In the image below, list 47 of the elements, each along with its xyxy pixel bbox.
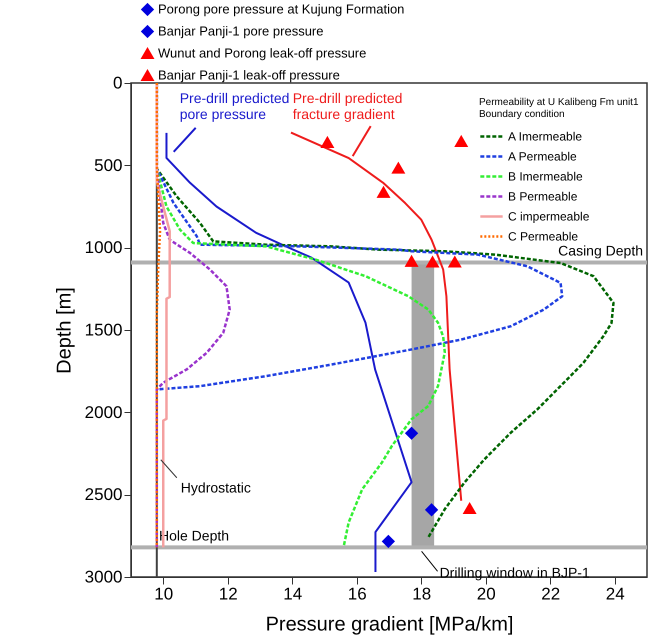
x-axis-title: Pressure gradient [MPa/km]: [266, 614, 514, 636]
y-axis-title: Depth [m]: [54, 287, 76, 374]
line-series: [156, 82, 162, 549]
legend-label: A Permeable: [508, 150, 578, 164]
point: [382, 535, 395, 548]
point: [321, 136, 334, 148]
point: [463, 502, 476, 514]
x-tick-label: 14: [283, 584, 302, 604]
y-tick-label: 3000: [84, 568, 122, 586]
x-tick-label: 10: [154, 584, 174, 604]
legend-label: B Permeable: [508, 190, 578, 204]
point: [405, 427, 418, 440]
point: [426, 256, 439, 268]
point: [392, 162, 405, 174]
legend-label: Wunut and Porong leak-off pressure: [158, 46, 366, 60]
legend-label: C impermeable: [508, 210, 590, 224]
annotation: Pre-drill predicted pore pressure: [180, 90, 290, 122]
legend-title: Permeability at U Kalibeng Fm unit1 Boundary condition: [479, 97, 639, 120]
line-series: [290, 132, 462, 502]
ref-line-label: Hole Depth: [159, 527, 230, 544]
point: [377, 186, 390, 198]
x-tick-label: 18: [412, 584, 432, 604]
annotation: Pre-drill predicted fracture gradient: [292, 90, 402, 122]
x-tick-label: 22: [541, 584, 560, 604]
y-tick-label: 1000: [84, 238, 122, 258]
legend-label: B Imermeable: [508, 170, 584, 184]
y-tick-label: 1500: [84, 320, 122, 340]
y-tick-label: 2000: [84, 402, 122, 422]
x-tick-label: 24: [606, 584, 625, 604]
y-tick-label: 500: [94, 156, 122, 175]
ref-line-label: Casing Depth: [558, 242, 643, 258]
legend-label: Banjar Panji-1 leak-off pressure: [158, 68, 340, 82]
band-label: Drilling window in BJP-1: [440, 564, 590, 580]
legend-label: Banjar Panji-1 pore pressure: [158, 24, 324, 38]
legend-label: Porong pore pressure at Kujung Formation: [158, 2, 404, 16]
point: [425, 504, 438, 516]
legend-label: A Imermeable: [508, 130, 582, 144]
y-tick-label: 0: [113, 74, 122, 92]
point: [454, 136, 468, 147]
x-tick-label: 20: [476, 584, 496, 604]
x-tick-label: 16: [348, 584, 367, 604]
y-tick-label: 2500: [84, 485, 122, 504]
point: [448, 256, 462, 268]
point: [405, 256, 418, 267]
legend-label: C Permeable: [508, 230, 578, 244]
annotation: Hydrostatic: [180, 480, 251, 496]
x-tick-label: 12: [218, 584, 238, 604]
